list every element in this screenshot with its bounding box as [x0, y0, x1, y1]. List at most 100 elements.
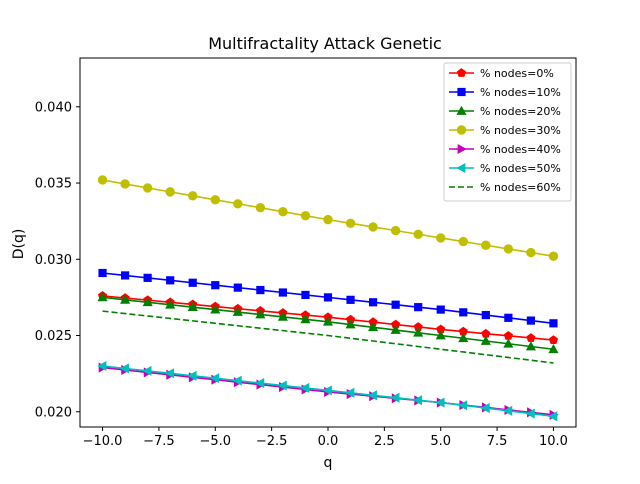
- x-tick-label-7: 7.5: [487, 434, 508, 449]
- data-point-5-15: [435, 397, 445, 408]
- data-point-1-15: [436, 305, 445, 314]
- data-point-2-6: [232, 306, 243, 316]
- data-point-2-7: [255, 309, 266, 319]
- data-point-5-3: [164, 368, 175, 379]
- data-point-2-14: [413, 327, 424, 337]
- data-point-3-5: [210, 195, 220, 205]
- data-point-1-7: [256, 285, 265, 295]
- y-axis-label: D(q): [11, 229, 27, 260]
- data-point-1-1: [120, 271, 130, 280]
- data-point-2-17: [480, 335, 491, 345]
- chart-title: Multifractality Attack Genetic: [208, 34, 442, 53]
- legend-label-5: % nodes=50%: [480, 162, 561, 175]
- data-point-3-19: [526, 247, 536, 258]
- data-point-5-8: [277, 380, 287, 391]
- data-point-5-0: [97, 360, 107, 372]
- data-point-3-1: [120, 179, 130, 189]
- data-point-1-3: [166, 276, 175, 285]
- x-tick-label-1: −7.5: [143, 434, 175, 449]
- data-point-5-14: [412, 395, 423, 406]
- data-point-2-13: [390, 324, 401, 334]
- data-point-2-2: [142, 297, 153, 307]
- data-point-5-11: [345, 387, 355, 398]
- x-tick-label-0: −10.0: [83, 434, 123, 449]
- data-point-1-10: [323, 293, 333, 302]
- legend: % nodes=0% % nodes=10% % nodes=20% % nodes=…: [443, 62, 572, 202]
- data-point-1-20: [549, 319, 558, 328]
- legend-box: [443, 62, 572, 202]
- legend-marker-0: [456, 68, 467, 77]
- data-point-3-4: [188, 191, 198, 201]
- y-tick-label-0: 0.020: [35, 405, 72, 420]
- x-tick-label-6: 5.0: [430, 434, 451, 449]
- data-point-2-1: [120, 294, 131, 304]
- data-point-5-20: [548, 411, 558, 422]
- data-point-3-15: [436, 233, 446, 243]
- plot-area: −10.0 −7.5 −5.0 −2.5 0.0 2.5 5.0 7.5 10.0 0.020 0.…: [35, 57, 577, 449]
- data-point-1-11: [346, 295, 355, 304]
- y-tick-label-4: 0.040: [35, 100, 72, 115]
- legend-label-3: % nodes=30%: [480, 124, 561, 137]
- data-point-2-0: [97, 292, 108, 302]
- legend-label-1: % nodes=10%: [480, 86, 561, 99]
- x-axis-label: q: [324, 455, 333, 471]
- data-point-5-13: [390, 392, 400, 403]
- data-point-2-8: [277, 311, 288, 321]
- data-point-3-0: [97, 175, 108, 185]
- data-point-1-17: [481, 310, 490, 320]
- data-point-5-10: [322, 385, 332, 396]
- series-line-6: [102, 310, 554, 364]
- data-point-1-4: [188, 278, 197, 287]
- x-tick-label-4: 0.0: [318, 434, 339, 449]
- data-point-1-16: [459, 308, 468, 317]
- data-point-3-8: [278, 206, 288, 217]
- legend-marker-3: [456, 125, 467, 135]
- y-tick-label-1: 0.025: [35, 329, 72, 344]
- data-point-3-6: [233, 199, 243, 209]
- data-point-2-3: [165, 299, 176, 309]
- data-point-5-4: [187, 370, 197, 381]
- data-point-3-2: [142, 183, 153, 193]
- y-tick-label-2: 0.030: [35, 253, 72, 268]
- data-point-2-16: [458, 333, 469, 343]
- data-point-5-18: [503, 405, 513, 416]
- data-point-1-14: [414, 303, 423, 312]
- x-tick-label-5: 2.5: [374, 434, 395, 449]
- data-point-5-7: [255, 378, 265, 389]
- data-point-1-2: [143, 273, 152, 282]
- x-tick-label-3: −2.5: [256, 434, 288, 449]
- data-point-5-17: [480, 403, 490, 414]
- data-point-1-5: [211, 281, 220, 290]
- series-6: [102, 310, 554, 364]
- data-point-3-18: [503, 244, 514, 254]
- data-point-2-5: [210, 304, 221, 314]
- data-point-0-20: [548, 335, 559, 344]
- x-tick-label-2: −5.0: [199, 434, 231, 449]
- data-point-1-6: [233, 283, 242, 292]
- data-point-5-12: [367, 390, 377, 401]
- data-point-3-20: [548, 251, 559, 261]
- legend-marker-2: [456, 105, 467, 115]
- legend-label-6: % nodes=60%: [480, 181, 561, 194]
- series-5: [97, 360, 558, 422]
- data-point-2-9: [300, 314, 311, 324]
- legend-marker-4: [457, 143, 467, 155]
- data-point-3-9: [300, 210, 311, 221]
- legend-marker-5: [456, 162, 466, 174]
- data-point-3-11: [345, 218, 356, 228]
- data-point-5-16: [458, 400, 468, 411]
- legend-label-2: % nodes=20%: [480, 105, 561, 118]
- data-point-2-20: [548, 344, 559, 354]
- series-1: [98, 268, 558, 328]
- data-point-3-13: [390, 225, 401, 236]
- data-point-3-17: [481, 240, 491, 250]
- legend-label-4: % nodes=40%: [480, 143, 561, 156]
- y-tick-label-3: 0.035: [35, 177, 72, 192]
- data-point-2-15: [435, 330, 446, 340]
- data-point-3-3: [165, 187, 175, 197]
- data-point-3-10: [323, 214, 333, 225]
- data-point-1-9: [301, 290, 310, 300]
- data-point-1-13: [391, 300, 400, 309]
